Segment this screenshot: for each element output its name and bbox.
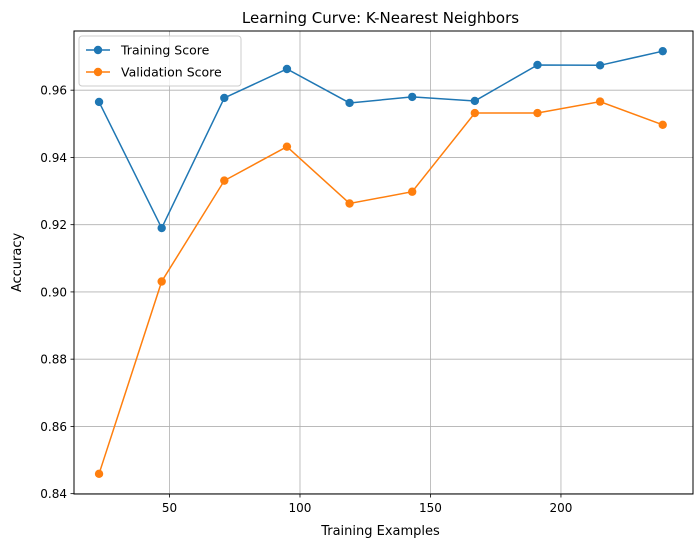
x-axis-label: Training Examples bbox=[320, 524, 440, 539]
data-point bbox=[94, 469, 104, 479]
y-tick-label: 0.90 bbox=[40, 285, 67, 299]
data-point bbox=[345, 98, 354, 108]
data-point bbox=[220, 93, 229, 103]
data-point bbox=[533, 60, 542, 70]
series-line bbox=[98, 50, 663, 230]
y-tick-label: 0.88 bbox=[40, 353, 67, 367]
series-layer bbox=[94, 46, 667, 479]
x-tick-label: 150 bbox=[419, 501, 442, 515]
data-point bbox=[157, 223, 166, 233]
y-tick-label: 0.84 bbox=[40, 487, 67, 501]
data-point bbox=[157, 277, 166, 286]
legend-marker bbox=[93, 45, 103, 55]
data-point bbox=[94, 97, 104, 107]
y-axis: 0.84 0.86 0.88 0.90 0.92 0.94 0.96 bbox=[40, 84, 74, 501]
legend-marker bbox=[93, 67, 103, 77]
data-point bbox=[470, 108, 480, 118]
series-line bbox=[98, 100, 663, 475]
x-tick-label: 100 bbox=[289, 501, 312, 515]
x-tick-label: 200 bbox=[550, 501, 573, 515]
x-tick-label: 50 bbox=[162, 501, 177, 515]
data-point bbox=[595, 97, 605, 106]
data-point bbox=[658, 120, 667, 130]
data-point bbox=[345, 199, 354, 208]
series-0 bbox=[94, 46, 667, 233]
data-point bbox=[220, 176, 229, 185]
legend-label: Training Score bbox=[120, 43, 210, 58]
plot-frame bbox=[73, 30, 694, 495]
y-tick-label: 0.94 bbox=[40, 151, 67, 165]
series-1 bbox=[94, 97, 667, 479]
data-point bbox=[595, 61, 605, 70]
data-point bbox=[408, 187, 417, 196]
legend-box bbox=[78, 35, 242, 87]
chart-title: Learning Curve: K-Nearest Neighbors bbox=[242, 9, 519, 27]
y-axis-label: Accuracy bbox=[10, 233, 25, 293]
y-tick-label: 0.96 bbox=[40, 84, 67, 98]
legend: Training Score Validation Score bbox=[78, 35, 242, 87]
data-point bbox=[533, 108, 542, 118]
data-point bbox=[282, 64, 292, 74]
data-point bbox=[658, 46, 667, 56]
y-tick-label: 0.86 bbox=[40, 420, 67, 434]
data-point bbox=[470, 96, 480, 106]
x-axis: 50 100 150 200 bbox=[162, 494, 573, 515]
legend-label: Validation Score bbox=[121, 65, 222, 80]
y-tick-label: 0.92 bbox=[40, 218, 67, 232]
data-point bbox=[408, 92, 417, 102]
data-point bbox=[282, 142, 292, 151]
